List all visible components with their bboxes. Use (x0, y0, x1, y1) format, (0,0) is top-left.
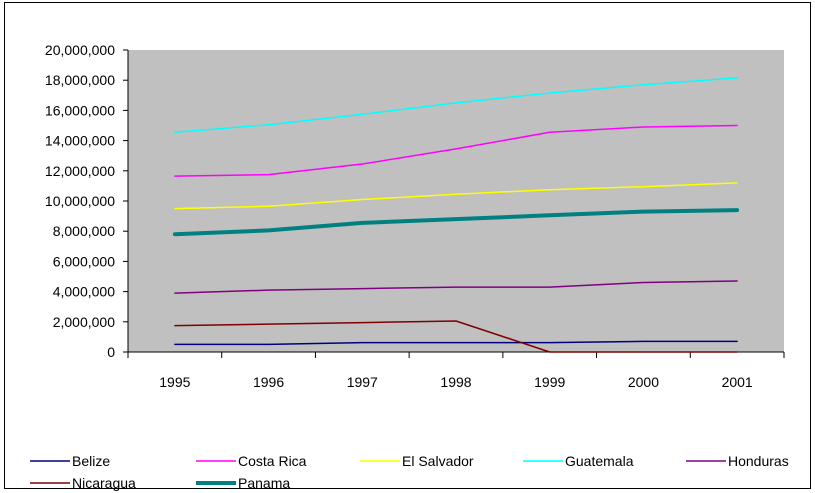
y-tick-label: 4,000,000 (53, 284, 115, 300)
x-tick-label: 1995 (159, 374, 190, 390)
series-line-nicaragua (174, 320, 738, 353)
x-tick-label: 2000 (628, 374, 659, 390)
y-tick-label: 10,000,000 (45, 193, 115, 209)
plot-area (128, 50, 784, 352)
y-tick-label: 18,000,000 (45, 72, 115, 88)
x-tick-label: 2001 (722, 374, 753, 390)
series-line-guatemala (174, 77, 738, 134)
series-line-el-salvador (174, 182, 738, 210)
legend-label: Panama (238, 475, 290, 491)
x-tick-label: 1996 (253, 374, 284, 390)
legend-label: Guatemala (565, 453, 634, 469)
series-lines (172, 77, 740, 353)
y-tick-label: 8,000,000 (53, 223, 115, 239)
y-axis: 0 2,000,000 4,000,000 6,000,000 8,000,000 10,… (45, 42, 129, 360)
y-tick-label: 20,000,000 (45, 42, 115, 58)
legend: Belize Costa Rica El Salvador Guatemala Hond… (30, 453, 789, 491)
legend-label: El Salvador (402, 453, 474, 469)
series-line-belize (174, 340, 738, 346)
legend-label: Nicaragua (72, 475, 136, 491)
series-line-costa-rica (174, 124, 738, 177)
x-axis: 1995 1996 1997 1998 1999 2000 2001 (127, 351, 785, 390)
y-tick-label: 6,000,000 (53, 253, 115, 269)
series-line-honduras (174, 280, 738, 294)
y-tick-label: 16,000,000 (45, 102, 115, 118)
legend-label: Costa Rica (238, 453, 307, 469)
legend-label: Belize (72, 453, 110, 469)
x-tick-label: 1999 (534, 374, 565, 390)
y-tick-label: 2,000,000 (53, 314, 115, 330)
y-tick-label: 14,000,000 (45, 133, 115, 149)
legend-label: Honduras (728, 453, 789, 469)
series-line-panama (172, 208, 740, 237)
x-tick-label: 1998 (440, 374, 471, 390)
x-tick-label: 1997 (347, 374, 378, 390)
y-tick-label: 12,000,000 (45, 163, 115, 179)
y-tick-label: 0 (107, 344, 115, 360)
